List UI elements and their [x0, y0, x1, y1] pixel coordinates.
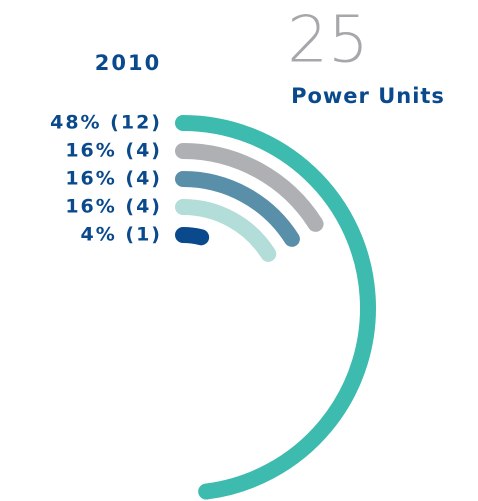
- arc-bar: [175, 115, 376, 500]
- value-label: 48% (12): [50, 112, 162, 134]
- total-label: Power Units: [291, 84, 445, 108]
- value-label: 16% (4): [65, 168, 162, 190]
- value-label: 4% (1): [81, 224, 162, 246]
- arc-bar: [175, 227, 210, 246]
- arc-bar: [175, 171, 300, 247]
- value-label: 16% (4): [65, 196, 162, 218]
- arc-bar: [175, 199, 277, 262]
- value-label: 16% (4): [65, 140, 162, 162]
- total: 25: [287, 4, 368, 78]
- arc-bar: [175, 143, 324, 232]
- chart-title: 2010: [95, 51, 161, 75]
